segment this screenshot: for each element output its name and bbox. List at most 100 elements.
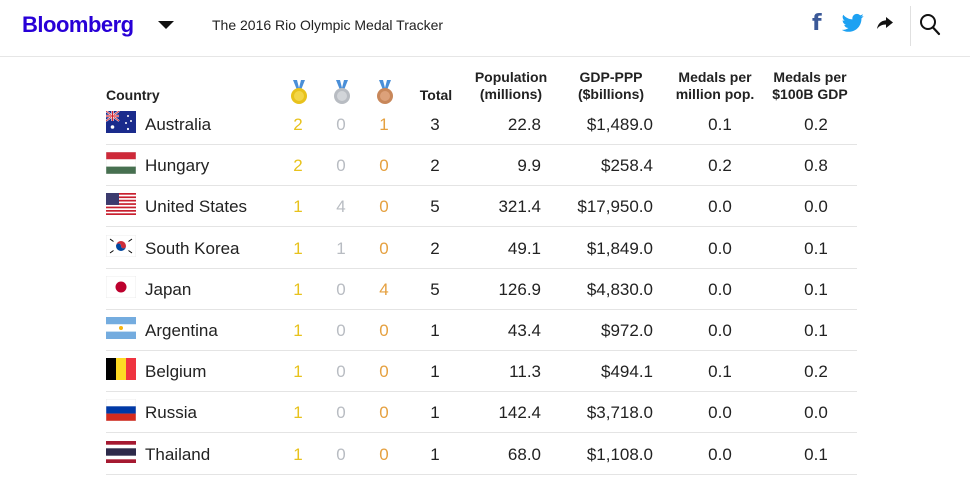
population-value: 126.9 bbox=[498, 279, 541, 299]
facebook-icon[interactable]: f bbox=[812, 11, 822, 36]
population-value: 11.3 bbox=[509, 362, 541, 382]
medals-per-gdp-value: 0.1 bbox=[804, 321, 828, 340]
total-count: 1 bbox=[430, 444, 440, 464]
gdp-value: $972.0 bbox=[601, 321, 653, 340]
col-total[interactable]: Total bbox=[419, 87, 453, 103]
twitter-icon[interactable] bbox=[841, 13, 864, 37]
silver-medal-icon[interactable] bbox=[333, 80, 351, 111]
table-row[interactable]: Japan 1 0 4 5 126.9 $4,830.0 0.0 0.1 bbox=[106, 269, 857, 310]
row-divider bbox=[106, 350, 857, 351]
country-name: Belgium bbox=[145, 362, 207, 382]
search-icon[interactable] bbox=[918, 12, 942, 43]
gdp-value: $3,718.0 bbox=[586, 403, 653, 423]
col-medals-per-pop-line1: Medals per bbox=[678, 69, 752, 85]
population-value: 68.0 bbox=[507, 444, 541, 464]
menu-caret-icon[interactable] bbox=[158, 21, 174, 29]
row-divider bbox=[106, 391, 857, 393]
silver-count: 4 bbox=[336, 197, 346, 217]
col-gdp[interactable]: GDP-PPP ($billions) bbox=[562, 69, 660, 103]
gdp-value: $494.1 bbox=[601, 362, 653, 382]
gold-count: 1 bbox=[293, 197, 303, 217]
gold-count: 1 bbox=[293, 238, 303, 258]
silver-count: 0 bbox=[336, 321, 346, 340]
population-value: 43.4 bbox=[507, 321, 541, 340]
country-name: South Korea bbox=[145, 238, 240, 258]
argentina-flag-icon bbox=[106, 317, 136, 339]
table-row[interactable]: Thailand 1 0 0 1 68.0 $1,108.0 0.0 0.1 bbox=[106, 434, 857, 475]
gdp-value: $1,108.0 bbox=[586, 444, 653, 464]
col-medals-per-pop-line2: million pop. bbox=[675, 86, 755, 102]
gdp-value: $1,849.0 bbox=[586, 238, 653, 258]
population-value: 49.1 bbox=[507, 238, 541, 258]
medals-per-gdp-value: 0.1 bbox=[804, 444, 828, 464]
hungary-flag-icon bbox=[106, 152, 136, 175]
population-value: 22.8 bbox=[507, 115, 541, 134]
gold-count: 2 bbox=[293, 115, 303, 134]
gdp-value: $1,489.0 bbox=[586, 115, 653, 134]
medals-per-pop-value: 0.0 bbox=[708, 321, 732, 340]
usa-flag-icon bbox=[106, 193, 136, 216]
gold-count: 1 bbox=[293, 321, 303, 340]
bronze-count: 0 bbox=[379, 444, 389, 464]
south-korea-flag-icon bbox=[106, 234, 136, 257]
row-divider bbox=[106, 267, 857, 269]
medals-per-gdp-value: 0.2 bbox=[804, 115, 828, 134]
bronze-medal-icon[interactable] bbox=[376, 80, 394, 111]
table-row[interactable]: Belgium 1 0 0 1 11.3 $494.1 0.1 0.2 bbox=[106, 351, 857, 393]
gdp-value: $258.4 bbox=[601, 156, 653, 176]
col-medals-per-gdp[interactable]: Medals per $100B GDP bbox=[760, 69, 860, 103]
table-row[interactable]: United States 1 4 0 5 321.4 $17,950.0 0.0 0.0 bbox=[106, 186, 857, 228]
total-count: 2 bbox=[430, 156, 440, 176]
bronze-count: 4 bbox=[379, 279, 389, 299]
col-population-line1: Population bbox=[474, 69, 548, 85]
medals-per-pop-value: 0.1 bbox=[708, 362, 732, 382]
bronze-count: 0 bbox=[379, 156, 389, 176]
country-name: Thailand bbox=[145, 444, 211, 464]
table-row[interactable]: Russia 1 0 0 1 142.4 $3,718.0 0.0 0.0 bbox=[106, 392, 857, 434]
russia-flag-icon bbox=[106, 399, 136, 422]
share-icon[interactable] bbox=[876, 13, 894, 37]
silver-count: 0 bbox=[336, 156, 346, 176]
col-population-line2: (millions) bbox=[479, 86, 543, 102]
table-row[interactable]: Argentina 1 0 0 1 43.4 $972.0 0.0 0.1 bbox=[106, 310, 857, 351]
bloomberg-logo[interactable]: Bloomberg bbox=[22, 12, 134, 37]
medals-per-pop-value: 0.0 bbox=[708, 238, 732, 258]
country-name: United States bbox=[145, 197, 248, 217]
medals-per-gdp-value: 0.8 bbox=[804, 156, 828, 176]
row-divider bbox=[106, 432, 857, 434]
country-name: Australia bbox=[145, 115, 212, 134]
bronze-count: 0 bbox=[379, 238, 389, 258]
thailand-flag-icon bbox=[106, 440, 136, 463]
col-medals-per-gdp-line2: $100B GDP bbox=[772, 86, 848, 102]
country-name: Russia bbox=[145, 403, 197, 423]
medals-per-pop-value: 0.2 bbox=[708, 156, 732, 176]
country-name: Hungary bbox=[145, 156, 210, 176]
col-gdp-line2: ($billions) bbox=[577, 86, 645, 102]
gold-medal-icon[interactable] bbox=[290, 80, 308, 111]
col-medals-per-pop[interactable]: Medals per million pop. bbox=[665, 69, 765, 103]
table-row[interactable]: Hungary 2 0 0 2 9.9 $258.4 0.2 0.8 bbox=[106, 145, 857, 187]
silver-count: 0 bbox=[336, 444, 346, 464]
total-count: 1 bbox=[430, 403, 440, 423]
table-row[interactable]: Australia 2 0 1 3 22.8 $1,489.0 0.1 0.2 bbox=[106, 104, 857, 145]
row-divider bbox=[106, 226, 857, 228]
bronze-count: 0 bbox=[379, 197, 389, 217]
bronze-count: 0 bbox=[379, 403, 389, 423]
medals-per-pop-value: 0.1 bbox=[708, 115, 732, 134]
gdp-value: $17,950.0 bbox=[577, 197, 653, 217]
table-row[interactable]: South Korea 1 1 0 2 49.1 $1,849.0 0.0 0.1 bbox=[106, 228, 857, 269]
total-count: 1 bbox=[430, 321, 440, 340]
bronze-count: 0 bbox=[379, 321, 389, 340]
row-divider bbox=[106, 185, 857, 187]
total-count: 5 bbox=[430, 279, 440, 299]
bronze-count: 1 bbox=[379, 115, 389, 134]
population-value: 142.4 bbox=[498, 403, 541, 423]
medals-per-pop-value: 0.0 bbox=[708, 279, 732, 299]
gold-count: 1 bbox=[293, 403, 303, 423]
col-population[interactable]: Population (millions) bbox=[462, 69, 560, 103]
population-value: 9.9 bbox=[517, 156, 541, 176]
col-country[interactable]: Country bbox=[106, 87, 160, 103]
gdp-value: $4,830.0 bbox=[586, 279, 653, 299]
silver-count: 0 bbox=[336, 403, 346, 423]
row-divider bbox=[106, 473, 857, 475]
